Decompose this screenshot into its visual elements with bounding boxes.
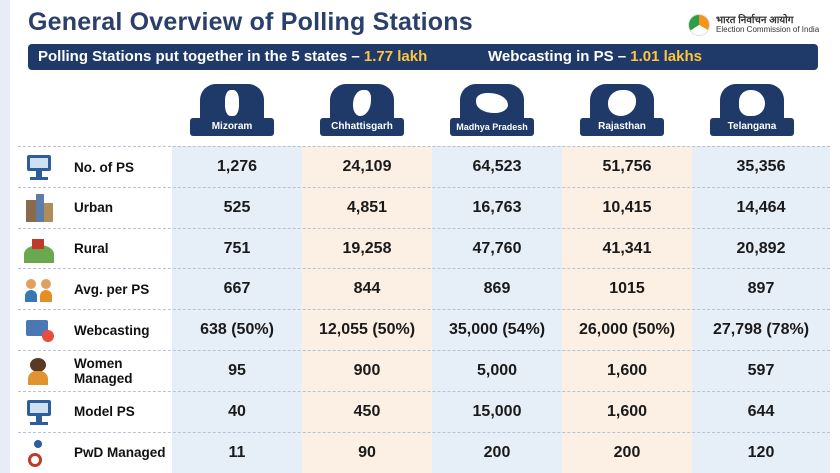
state-name: Chhattisgarh bbox=[320, 118, 404, 136]
webcast-camera-icon bbox=[24, 316, 54, 344]
cell-mizoram: 11 bbox=[228, 443, 246, 461]
eci-name-english: Election Commission of India bbox=[716, 25, 820, 34]
cell-mizoram: 638 (50%) bbox=[200, 321, 274, 339]
cell-chhattisgarh: 19,258 bbox=[342, 239, 392, 257]
table-row: PwD Managed 11 90 200 200 120 bbox=[18, 431, 830, 473]
eci-emblem-icon bbox=[688, 14, 710, 36]
state-header-rajasthan: Rajasthan bbox=[562, 78, 682, 144]
cell-madhya-pradesh: 47,760 bbox=[472, 239, 522, 257]
table-row: Avg. per PS 667 844 869 1015 897 bbox=[18, 268, 830, 309]
cell-mizoram: 95 bbox=[228, 362, 246, 379]
telangana-map-icon bbox=[739, 90, 765, 116]
cell-chhattisgarh: 90 bbox=[358, 443, 376, 461]
state-header-mizoram: Mizoram bbox=[172, 78, 292, 144]
summary-banner: Polling Stations put together in the 5 s… bbox=[28, 44, 818, 70]
state-name: Madhya Pradesh bbox=[450, 118, 534, 136]
eci-logo: भारत निर्वाचन आयोग Election Commission o… bbox=[688, 12, 828, 38]
cell-madhya-pradesh: 200 bbox=[483, 443, 511, 461]
cell-telangana: 120 bbox=[747, 443, 775, 461]
wheelchair-icon bbox=[24, 439, 54, 467]
monitor-icon bbox=[24, 153, 54, 181]
cell-mizoram: 751 bbox=[223, 239, 251, 257]
row-label: Avg. per PS bbox=[74, 281, 150, 297]
cell-mizoram: 1,276 bbox=[216, 158, 258, 175]
cell-telangana: 644 bbox=[747, 402, 775, 420]
cell-telangana: 597 bbox=[747, 362, 775, 379]
banner-webcasting-total: Webcasting in PS – 1.01 lakhs bbox=[488, 48, 702, 65]
banner-ps-text: Polling Stations put together in the 5 s… bbox=[38, 48, 360, 65]
rajasthan-map-icon bbox=[608, 90, 636, 116]
cell-madhya-pradesh: 64,523 bbox=[472, 158, 522, 175]
cell-rajasthan: 1,600 bbox=[606, 362, 648, 379]
cell-chhattisgarh: 24,109 bbox=[342, 158, 392, 175]
state-header-telangana: Telangana bbox=[692, 78, 812, 144]
model-ps-monitor-icon bbox=[24, 398, 54, 426]
cell-madhya-pradesh: 16,763 bbox=[472, 198, 522, 216]
state-header-row: Mizoram Chhattisgarh Madhya Pradesh Raja… bbox=[172, 78, 830, 144]
mizoram-map-icon bbox=[225, 90, 239, 116]
page-title: General Overview of Polling Stations bbox=[28, 8, 473, 36]
cell-mizoram: 525 bbox=[223, 198, 251, 216]
eci-name-hindi: भारत निर्वाचन आयोग bbox=[716, 15, 794, 26]
cell-rajasthan: 1015 bbox=[609, 280, 645, 298]
cell-telangana: 14,464 bbox=[736, 198, 786, 216]
cell-rajasthan: 26,000 (50%) bbox=[578, 321, 676, 339]
cell-rajasthan: 41,341 bbox=[602, 239, 652, 257]
row-label: Webcasting bbox=[74, 322, 150, 338]
cell-telangana: 35,356 bbox=[736, 158, 786, 175]
banner-web-value: 1.01 lakhs bbox=[630, 48, 702, 65]
people-group-icon bbox=[24, 275, 54, 303]
chhattisgarh-map-icon bbox=[353, 90, 371, 116]
cell-telangana: 20,892 bbox=[736, 239, 786, 257]
cell-mizoram: 667 bbox=[223, 280, 251, 298]
cell-mizoram: 40 bbox=[228, 402, 246, 420]
table-row: Model PS 40 450 15,000 1,600 644 bbox=[18, 390, 830, 432]
left-edge-strip bbox=[0, 0, 10, 473]
cell-telangana: 27,798 (78%) bbox=[712, 321, 810, 339]
polling-stats-table: No. of PS 1,276 24,109 64,523 51,756 35,… bbox=[18, 146, 830, 473]
row-label: Model PS bbox=[74, 404, 135, 420]
state-name: Mizoram bbox=[190, 118, 274, 136]
cell-chhattisgarh: 12,055 (50%) bbox=[318, 321, 416, 339]
banner-web-text: Webcasting in PS – bbox=[488, 48, 627, 65]
state-header-madhya-pradesh: Madhya Pradesh bbox=[432, 78, 552, 144]
row-label: Rural bbox=[74, 241, 109, 257]
row-label: PwD Managed bbox=[74, 445, 166, 461]
table-row: Women Managed 95 900 5,000 1,600 597 bbox=[18, 350, 830, 391]
row-label: Women Managed bbox=[74, 356, 133, 386]
state-header-chhattisgarh: Chhattisgarh bbox=[302, 78, 422, 144]
state-name: Telangana bbox=[710, 118, 794, 136]
city-buildings-icon bbox=[24, 193, 54, 222]
madhya-pradesh-map-icon bbox=[476, 93, 508, 113]
table-row: Rural 751 19,258 47,760 41,341 20,892 bbox=[18, 227, 830, 269]
table-row: Webcasting 638 (50%) 12,055 (50%) 35,000… bbox=[18, 309, 830, 350]
table-row: No. of PS 1,276 24,109 64,523 51,756 35,… bbox=[18, 146, 830, 187]
state-name: Rajasthan bbox=[580, 118, 664, 136]
cell-telangana: 897 bbox=[747, 280, 775, 298]
row-label: Urban bbox=[74, 200, 114, 216]
table-row: Urban 525 4,851 16,763 10,415 14,464 bbox=[18, 186, 830, 228]
village-landscape-icon bbox=[24, 235, 54, 263]
cell-rajasthan: 200 bbox=[613, 443, 641, 461]
cell-madhya-pradesh: 5,000 bbox=[476, 362, 518, 379]
cell-madhya-pradesh: 15,000 bbox=[472, 402, 522, 420]
cell-chhattisgarh: 450 bbox=[353, 402, 381, 420]
cell-madhya-pradesh: 869 bbox=[483, 280, 511, 298]
cell-chhattisgarh: 900 bbox=[353, 362, 381, 379]
woman-icon bbox=[24, 357, 54, 385]
cell-chhattisgarh: 844 bbox=[353, 280, 381, 298]
cell-madhya-pradesh: 35,000 (54%) bbox=[448, 321, 546, 339]
banner-ps-value: 1.77 lakh bbox=[363, 48, 428, 65]
cell-rajasthan: 10,415 bbox=[602, 198, 652, 216]
cell-rajasthan: 1,600 bbox=[606, 402, 648, 420]
cell-chhattisgarh: 4,851 bbox=[346, 198, 388, 216]
cell-rajasthan: 51,756 bbox=[602, 158, 652, 175]
banner-ps-total: Polling Stations put together in the 5 s… bbox=[38, 48, 427, 65]
row-label: No. of PS bbox=[74, 159, 134, 175]
